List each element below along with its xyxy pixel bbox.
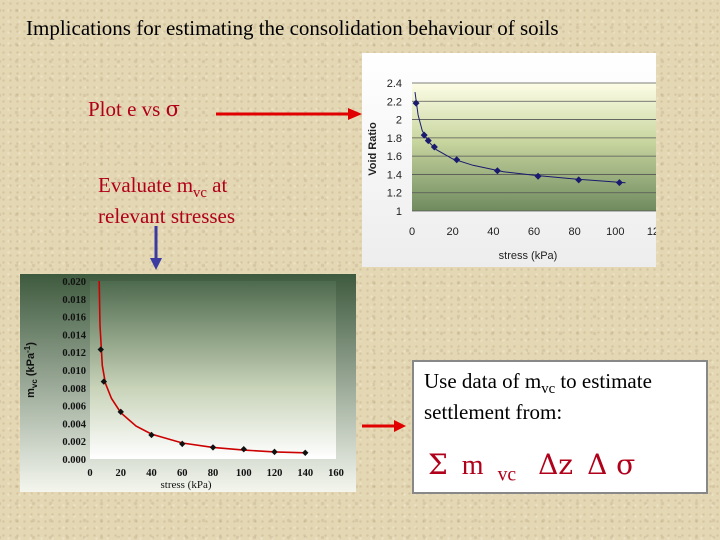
chart2-y-tick-label: 0.020 (62, 277, 86, 288)
sum-symbol: Σ (428, 448, 448, 481)
chart2-y-tick-label: 0.014 (62, 330, 86, 341)
chart2-x-tick-label: 60 (177, 468, 188, 479)
page-title: Implications for estimating the consolid… (26, 16, 559, 40)
info-line1-subscript: vc (541, 381, 556, 398)
chart1-y-tick-label: 2.4 (387, 78, 402, 90)
evaluate-subscript: vc (193, 185, 207, 202)
chart1-x-tick-label: 80 (569, 226, 581, 238)
arrow-to-void-ratio-chart (216, 108, 362, 120)
chart2-data-point (240, 446, 247, 453)
chart1-data-point (430, 143, 438, 151)
chart2-y-tick-label: 0.016 (62, 313, 86, 324)
chart1-y-label: Void Ratio (367, 122, 379, 176)
chart2-plot-area (90, 281, 336, 459)
chart2-y-tick-label: 0.018 (62, 295, 86, 306)
chart1-data-point (424, 137, 432, 145)
chart1-data-point (412, 99, 420, 107)
chart1-y-tick-label: 1.6 (387, 151, 402, 163)
chart2-x-tick-label: 80 (208, 468, 219, 479)
chart1-x-tick-label: 60 (528, 226, 540, 238)
evaluate-line2: relevant stresses (98, 203, 236, 228)
chart1-y-tick-label: 2.2 (387, 96, 402, 108)
plot-instruction-text: Plot e vs (88, 97, 166, 121)
info-line1-text: Use data of m (424, 369, 542, 393)
chart1-trend-line (414, 92, 626, 184)
mvc-term: m vc (461, 450, 517, 486)
chart1-x-tick-label: 120 (647, 226, 656, 238)
sigma-symbol: σ (165, 97, 180, 121)
arrow-down-to-mvc-chart (150, 226, 162, 270)
chart2-y-tick-label: 0.002 (62, 437, 86, 448)
delta-z-term: Δz (538, 448, 574, 481)
chart1-data-point (453, 156, 461, 164)
evaluate-instruction: Evaluate mvc at relevant stresses (98, 172, 235, 229)
chart1-y-tick-label: 1.8 (387, 133, 402, 145)
chart2-data-point (97, 346, 104, 353)
chart2-x-tick-label: 20 (116, 468, 127, 479)
chart2-x-tick-label: 40 (146, 468, 157, 479)
chart1-x-tick-label: 20 (447, 226, 459, 238)
chart1-x-tick-label: 40 (487, 226, 499, 238)
chart2-y-ticks: 0.000 0.002 0.004 0.006 0.008 0.010 0.012 0.014… (62, 277, 86, 466)
info-line2: settlement from: (424, 400, 563, 425)
chart1-x-ticks: 0 20 40 60 80 100 120 (409, 226, 656, 238)
chart1-x-label: stress (kPa) (499, 250, 558, 262)
chart2-x-tick-label: 0 (87, 468, 92, 479)
void-ratio-chart: 1 1.2 1.4 1.6 1.8 2 2.2 2.4 0 20 40 60 80 100 120 Voi… (362, 53, 656, 267)
chart2-y-tick-label: 0.008 (62, 384, 86, 395)
chart2-data-point (179, 440, 186, 448)
arrow-to-info-box (362, 420, 406, 432)
delta-sigma-term: Δ σ (587, 448, 636, 481)
chart1-data-point (615, 179, 623, 187)
chart2-y-label: mvc (kPa-1) (23, 342, 39, 398)
chart2-points (97, 346, 309, 456)
chart2-y-tick-label: 0.012 (62, 348, 86, 359)
chart1-points (412, 99, 623, 187)
chart1-data-point (534, 172, 542, 180)
chart2-x-ticks: 0 20 40 60 80 100 120 140 160 (87, 468, 344, 479)
chart1-gridlines (412, 82, 656, 212)
chart1-x-tick-label: 0 (409, 226, 415, 238)
chart2-y-tick-label: 0.000 (62, 455, 86, 466)
chart2-data-point (302, 449, 309, 456)
chart1-data-point (575, 176, 583, 184)
mvc-chart: 0.000 0.002 0.004 0.006 0.008 0.010 0.012 0.014… (20, 274, 356, 492)
info-line1: Use data of mvc to estimate (424, 368, 696, 399)
chart1-data-point (493, 167, 501, 175)
chart2-x-label: stress (kPa) (160, 479, 211, 491)
chart2-y-tick-label: 0.006 (62, 402, 86, 413)
chart2-x-tick-label: 160 (328, 468, 344, 479)
chart1-x-tick-label: 100 (606, 226, 624, 238)
chart1-y-ticks: 1 1.2 1.4 1.6 1.8 2 2.2 2.4 (387, 78, 402, 218)
chart1-y-tick-label: 1.4 (387, 169, 402, 181)
chart2-x-tick-label: 100 (236, 468, 252, 479)
chart2-data-point (117, 408, 124, 416)
chart2-y-tick-label: 0.010 (62, 366, 86, 377)
plot-instruction: Plot e vs σ (88, 96, 180, 122)
chart1-y-tick-label: 2 (396, 115, 402, 127)
chart2-y-tick-label: 0.004 (62, 419, 86, 430)
evaluate-suffix: at (206, 173, 228, 197)
chart1-data-point (420, 131, 428, 139)
chart2-data-point (100, 378, 108, 385)
chart2-data-point (271, 448, 278, 456)
chart1-y-tick-label: 1.2 (387, 188, 402, 200)
chart1-y-tick-label: 1 (396, 206, 402, 218)
evaluate-text: Evaluate m (98, 173, 194, 197)
chart1-plot-area (412, 83, 656, 211)
settlement-info-box: Use data of mvc to estimate settlement f… (412, 360, 708, 494)
info-line1-suffix: to estimate (555, 369, 652, 393)
chart2-x-tick-label: 120 (267, 468, 283, 479)
chart2-x-tick-label: 140 (297, 468, 313, 479)
chart2-data-point (209, 444, 217, 451)
